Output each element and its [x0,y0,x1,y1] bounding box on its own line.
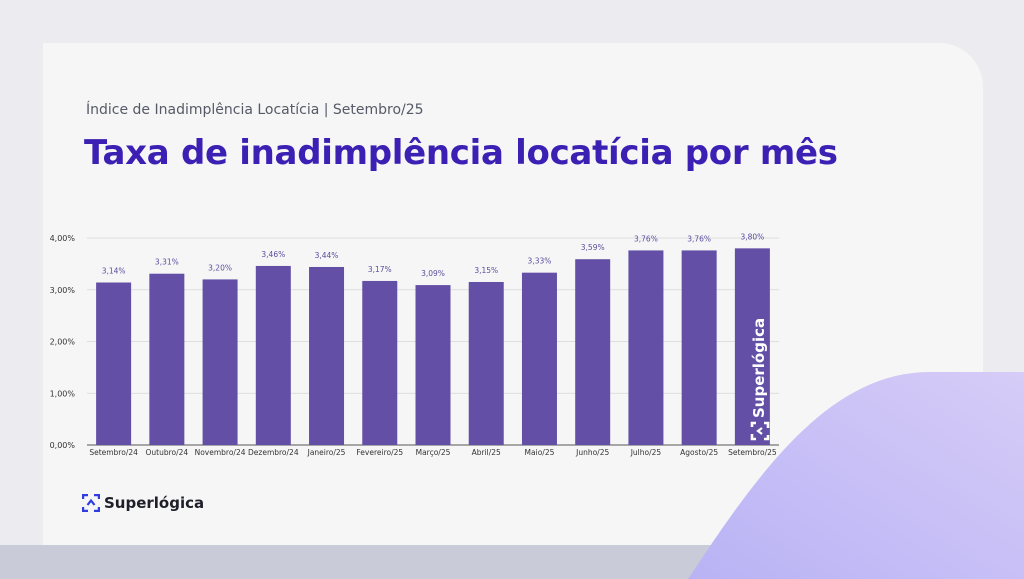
y-tick-label: 1,00% [50,389,76,398]
bar [415,285,451,445]
watermark-text: Superlógica [750,318,768,418]
bar [521,272,557,445]
bar [96,282,132,445]
x-tick-label: Setembro/24 [89,448,138,457]
x-tick-label: Dezembro/24 [248,448,299,457]
bar [734,248,770,445]
bar-chart: 0,00% 1,00% 2,00% 3,00% 4,00% 3,14% Setembro/2… [50,232,779,457]
background-band [0,545,1024,579]
data-label: 3,09% [421,269,445,278]
y-tick-label: 3,00% [50,286,76,295]
data-label: 3,80% [740,232,764,241]
bar [362,280,398,445]
chart-watermark: Superlógica [750,318,770,441]
data-label: 3,33% [528,257,552,266]
superlogica-logo-icon [82,494,100,512]
bar [468,281,504,445]
x-tick-label: Abril/25 [472,448,501,457]
bar [681,250,717,445]
x-tick-label: Outubro/24 [145,448,188,457]
page-subtitle: Índice de Inadimplência Locatícia | Sete… [86,102,424,118]
x-tick-label: Julho/25 [630,448,662,457]
data-label: 3,20% [208,263,232,272]
bar [202,279,238,445]
y-tick-label: 2,00% [50,338,76,347]
x-tick-label: Setembro/25 [728,448,777,457]
y-tick-label: 0,00% [50,441,76,450]
data-label: 3,59% [581,243,605,252]
x-tick-label: Maio/25 [525,448,555,457]
data-label: 3,44% [315,251,339,260]
bar [309,266,345,445]
data-label: 3,14% [102,267,126,276]
data-label: 3,46% [261,250,285,259]
data-label: 3,76% [634,234,658,243]
page-title: Taxa de inadimplência locatícia por mês [84,133,838,173]
x-tick-label: Janeiro/25 [307,448,346,457]
x-tick-label: Março/25 [416,448,451,457]
x-tick-label: Novembro/24 [195,448,246,457]
bar [628,250,664,445]
x-tick-label: Junho/25 [575,448,609,457]
bar [255,265,291,445]
watermark-logo-icon [750,421,770,441]
data-label: 3,15% [474,266,498,275]
brand-name: Superlógica [104,494,205,512]
bar [575,259,611,445]
y-tick-label: 4,00% [50,234,76,243]
data-label: 3,17% [368,265,392,274]
x-tick-label: Agosto/25 [680,448,718,457]
brand-logo: Superlógica [82,494,204,512]
x-tick-label: Fevereiro/25 [356,448,403,457]
data-label: 3,76% [687,234,711,243]
data-label: 3,31% [155,258,179,267]
bar [149,273,185,445]
